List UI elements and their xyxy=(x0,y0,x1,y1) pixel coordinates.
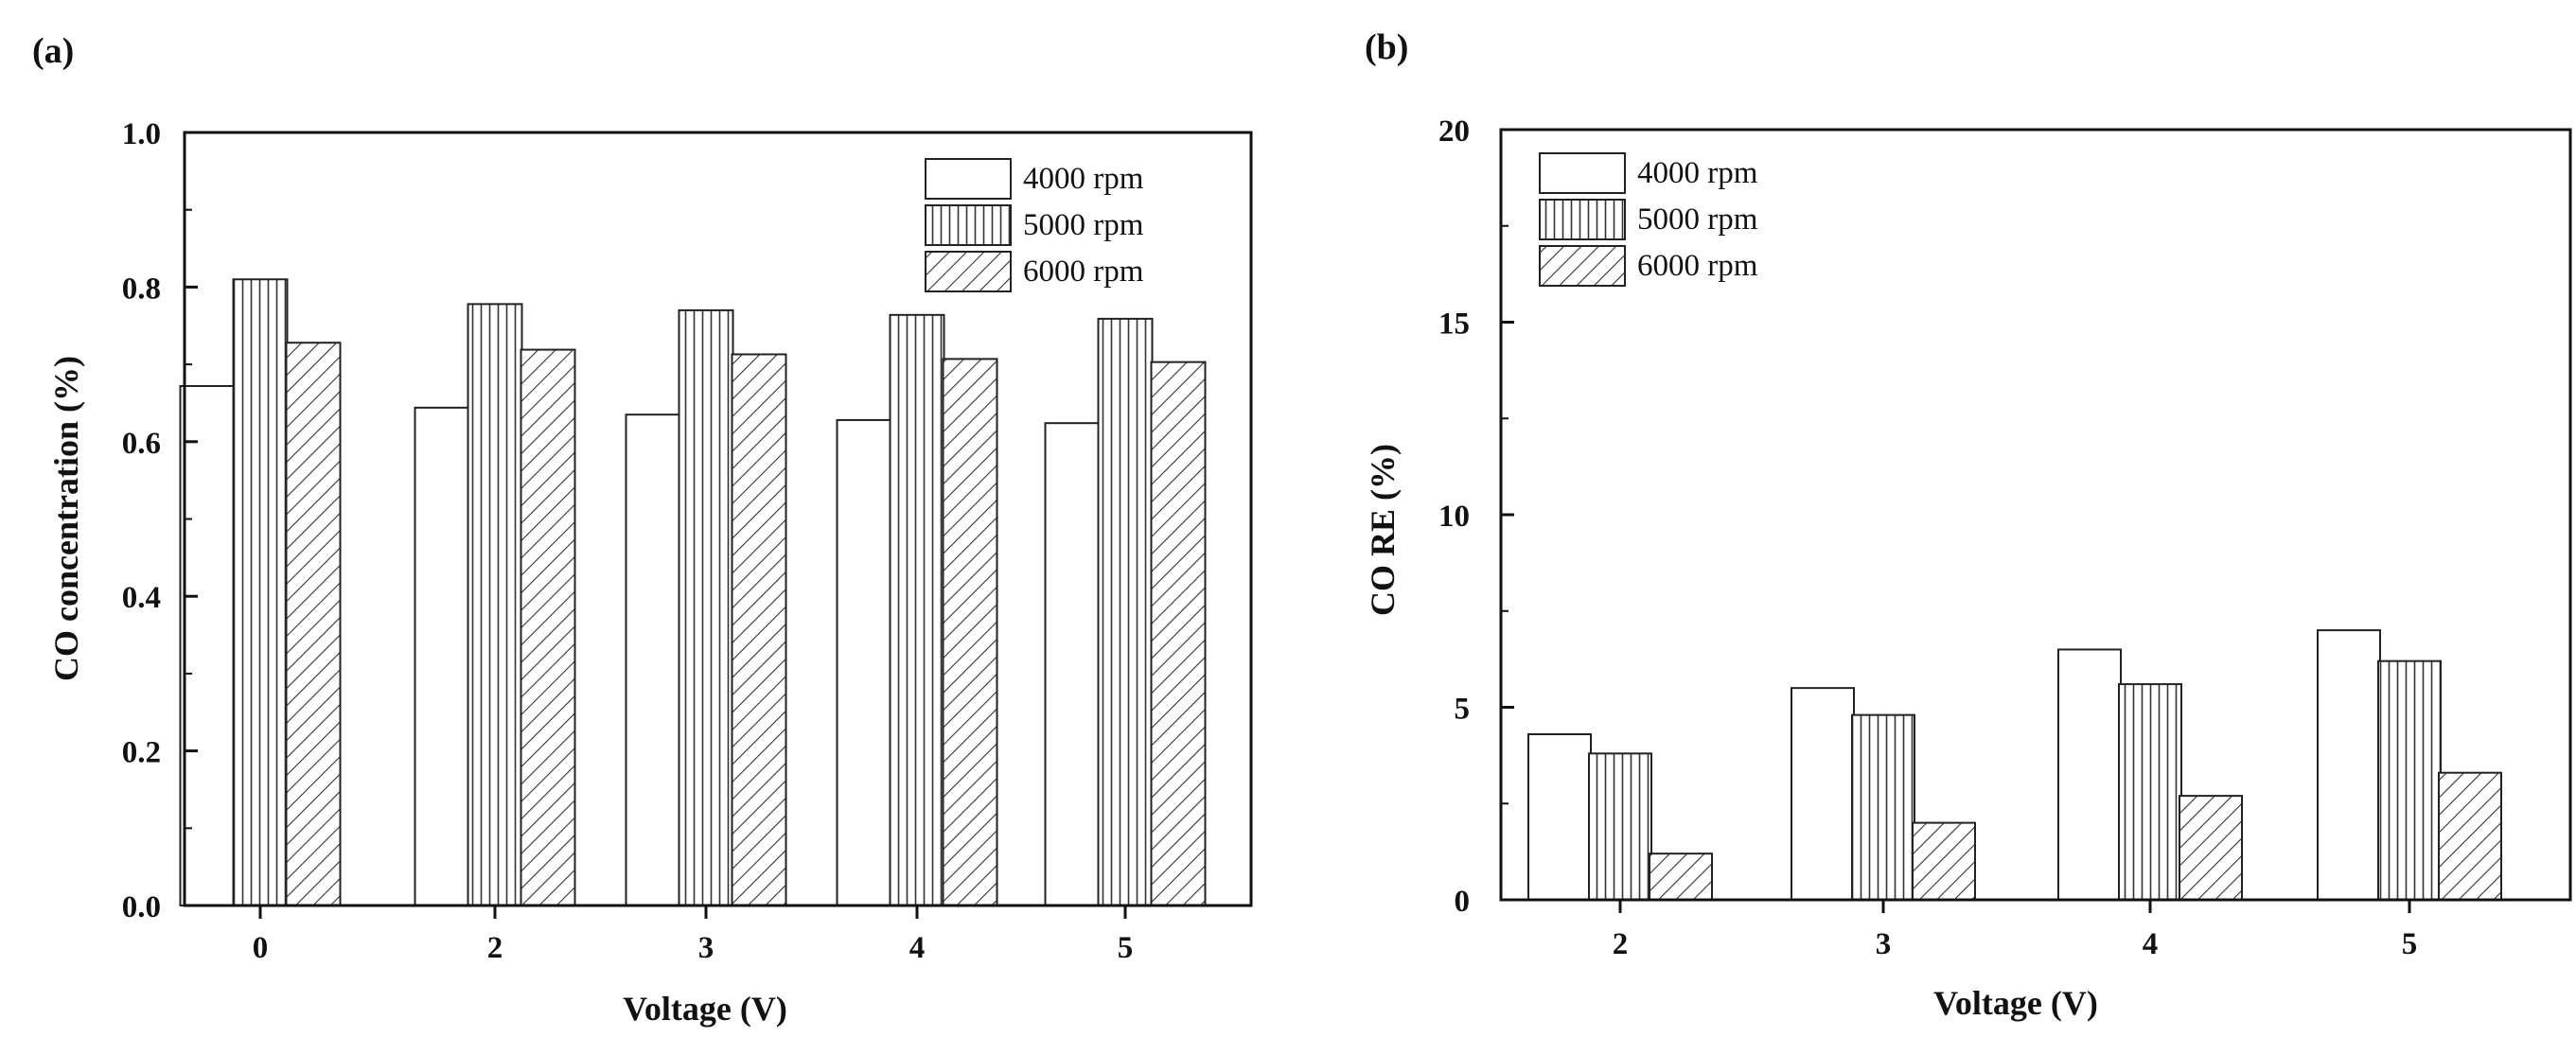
bar-b-4000-rpm-5 xyxy=(2317,629,2381,901)
legend-label-b-1: 5000 rpm xyxy=(1637,202,1758,237)
legend-swatch-a-0 xyxy=(925,158,1012,200)
bar-b-5000-rpm-3 xyxy=(1851,713,1915,902)
bar-a-5000-rpm-4 xyxy=(889,313,945,906)
x-tick-label-a: 4 xyxy=(909,931,926,965)
bar-a-5000-rpm-5 xyxy=(1097,317,1154,907)
bar-a-5000-rpm-2 xyxy=(467,303,523,906)
y-tick-label-a: 0.6 xyxy=(122,427,161,461)
y-tick-label-a: 0.2 xyxy=(122,736,161,770)
bar-a-6000-rpm-2 xyxy=(520,348,576,906)
x-axis-label-a: Voltage (V) xyxy=(623,990,787,1028)
x-tick-label-a: 5 xyxy=(1118,931,1134,965)
bar-b-5000-rpm-2 xyxy=(1588,752,1652,902)
y-tick-label-b: 15 xyxy=(1438,308,1470,342)
bar-a-4000-rpm-3 xyxy=(625,413,681,906)
legend-label-b-0: 4000 rpm xyxy=(1637,156,1758,190)
y-tick-label-b: 5 xyxy=(1455,693,1471,727)
y-tick-label-a: 1.0 xyxy=(122,117,161,151)
bar-a-4000-rpm-5 xyxy=(1044,422,1101,906)
legend-swatch-a-1 xyxy=(925,204,1012,246)
legend-swatch-b-2 xyxy=(1539,245,1626,287)
panel-label-a: (a) xyxy=(32,31,74,71)
bar-a-4000-rpm-4 xyxy=(836,418,892,906)
legend-swatch-b-1 xyxy=(1539,199,1626,240)
bar-b-4000-rpm-4 xyxy=(2057,648,2122,901)
panel-label-b: (b) xyxy=(1365,27,1408,67)
bar-a-5000-rpm-3 xyxy=(678,308,734,907)
x-tick-label-a: 3 xyxy=(698,931,715,965)
bar-a-6000-rpm-4 xyxy=(942,358,998,907)
bar-a-4000-rpm-0 xyxy=(179,384,236,906)
bar-b-4000-rpm-2 xyxy=(1527,732,1592,901)
x-tick-label-b: 4 xyxy=(2143,927,2159,961)
legend-swatch-b-0 xyxy=(1539,152,1626,194)
bar-b-6000-rpm-4 xyxy=(2179,795,2243,901)
legend-label-a-0: 4000 rpm xyxy=(1023,162,1144,196)
bar-a-6000-rpm-3 xyxy=(731,353,787,906)
x-tick-label-b: 5 xyxy=(2402,927,2418,961)
legend-label-b-2: 6000 rpm xyxy=(1637,249,1758,283)
bar-b-6000-rpm-5 xyxy=(2438,771,2502,901)
x-tick-label-a: 2 xyxy=(487,931,503,965)
bar-b-4000-rpm-3 xyxy=(1791,687,1855,902)
x-tick-label-b: 2 xyxy=(1613,927,1629,961)
y-axis-label-a: CO concentration (%) xyxy=(47,356,85,681)
y-tick-label-a: 0.0 xyxy=(122,890,161,924)
x-axis-label-b: Voltage (V) xyxy=(1933,984,2098,1022)
legend-swatch-a-2 xyxy=(925,251,1012,292)
y-tick-label-b: 10 xyxy=(1438,500,1470,534)
bar-a-6000-rpm-5 xyxy=(1150,360,1207,906)
y-tick-label-a: 0.4 xyxy=(122,581,161,615)
bar-a-6000-rpm-0 xyxy=(285,342,342,906)
legend-label-a-1: 5000 rpm xyxy=(1023,208,1144,242)
bar-b-6000-rpm-2 xyxy=(1649,853,1713,901)
y-tick-label-b: 20 xyxy=(1438,114,1470,149)
x-tick-label-b: 3 xyxy=(1876,927,1892,961)
y-tick-label-b: 0 xyxy=(1455,885,1471,919)
bar-a-4000-rpm-2 xyxy=(414,406,470,906)
bar-b-5000-rpm-4 xyxy=(2118,683,2182,902)
x-tick-label-a: 0 xyxy=(253,931,269,965)
bar-a-5000-rpm-0 xyxy=(232,278,289,907)
y-tick-label-a: 0.8 xyxy=(122,272,161,306)
legend-label-a-2: 6000 rpm xyxy=(1023,255,1144,289)
bar-b-6000-rpm-3 xyxy=(1912,821,1976,901)
y-axis-label-b: CO RE (%) xyxy=(1364,444,1402,616)
bar-b-5000-rpm-5 xyxy=(2377,659,2442,901)
